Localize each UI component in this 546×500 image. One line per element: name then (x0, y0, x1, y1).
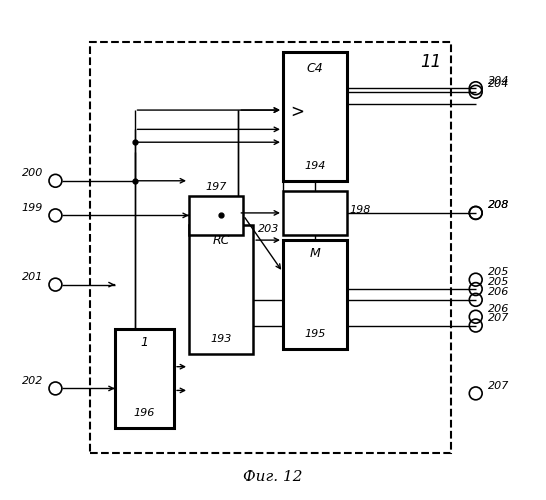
Bar (189, 226, 253, 354)
Text: 205: 205 (488, 276, 509, 286)
Text: 204: 204 (488, 76, 509, 86)
Bar (90, 42, 451, 453)
Bar (283, 190, 347, 235)
Text: >: > (290, 102, 304, 120)
Text: 193: 193 (210, 334, 232, 344)
Text: 208: 208 (488, 200, 509, 210)
Bar (189, 196, 244, 235)
Text: 197: 197 (205, 182, 227, 192)
Text: 196: 196 (134, 408, 155, 418)
Text: 11: 11 (420, 53, 442, 71)
Text: 204: 204 (488, 80, 509, 90)
Text: C4: C4 (307, 62, 323, 75)
Text: 202: 202 (22, 376, 43, 386)
Bar (115, 329, 174, 428)
Text: 207: 207 (488, 313, 509, 323)
Text: M: M (310, 247, 321, 260)
Text: 207: 207 (488, 381, 509, 391)
Text: 201: 201 (22, 272, 43, 282)
Text: 195: 195 (304, 329, 326, 339)
Text: 206: 206 (488, 288, 509, 298)
Text: 1: 1 (140, 336, 149, 349)
Bar (283, 52, 347, 181)
Text: 205: 205 (488, 267, 509, 277)
Text: 208: 208 (488, 200, 509, 210)
Text: 200: 200 (22, 168, 43, 178)
Bar (283, 240, 347, 349)
Text: Фиг. 12: Фиг. 12 (244, 470, 302, 484)
Text: 206: 206 (488, 304, 509, 314)
Text: RC: RC (212, 234, 230, 246)
Text: 194: 194 (304, 161, 326, 171)
Text: 198: 198 (349, 206, 371, 216)
Text: 203: 203 (258, 224, 280, 234)
Text: 199: 199 (22, 203, 43, 213)
